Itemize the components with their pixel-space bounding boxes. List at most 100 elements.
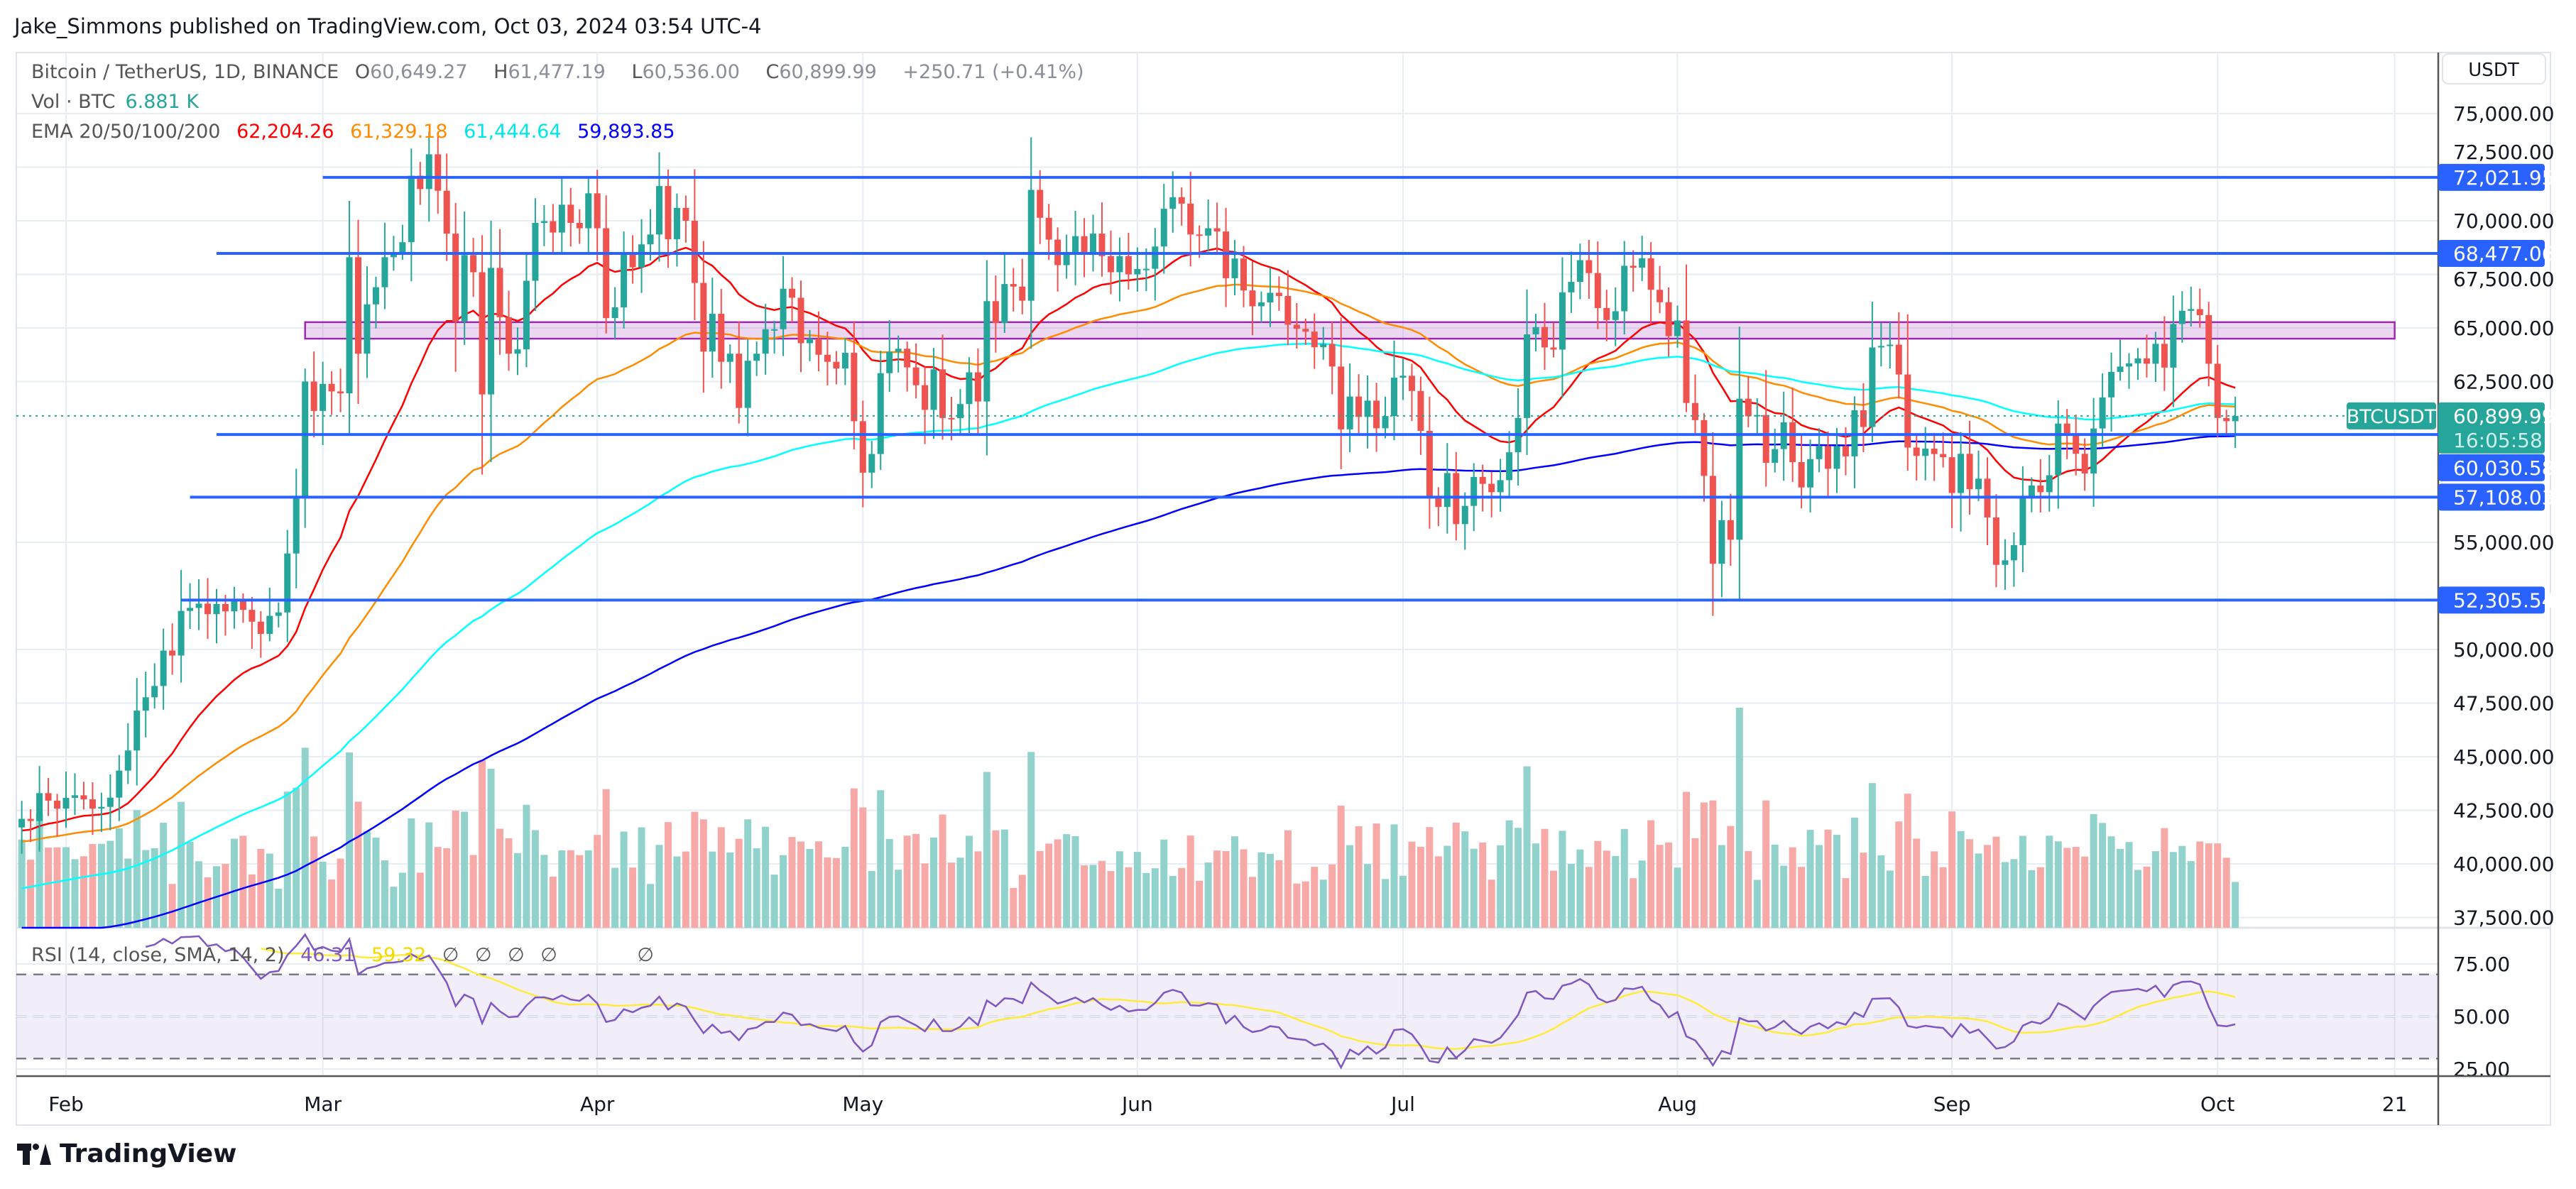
candle — [611, 287, 618, 339]
volume-bar — [1045, 843, 1053, 928]
volume-bar — [1266, 853, 1274, 928]
volume-bar — [168, 884, 176, 928]
volume-bar — [1382, 879, 1390, 928]
candle-body — [1860, 410, 1867, 427]
candle-body — [1346, 396, 1353, 429]
candle — [266, 587, 273, 642]
volume-bar — [337, 858, 344, 928]
candle — [1019, 258, 1026, 314]
volume-bar — [398, 872, 406, 928]
price-tick-label: 50,000.00 — [2453, 638, 2555, 662]
candle-body — [1541, 327, 1548, 348]
volume-bar — [673, 856, 681, 928]
candle-body — [1816, 446, 1823, 459]
candle — [1745, 376, 1752, 427]
candle — [1860, 383, 1867, 453]
candle-body — [1576, 260, 1583, 283]
candle-body — [1320, 344, 1327, 348]
volume-bar — [1957, 831, 1965, 928]
candle-body — [169, 650, 176, 656]
candle-body — [187, 608, 194, 611]
candle — [1975, 450, 1982, 501]
candle — [1169, 171, 1177, 233]
candle — [966, 357, 973, 433]
volume-bar — [540, 855, 548, 928]
volume-bar — [425, 822, 433, 928]
candle-body — [284, 553, 291, 613]
volume-bar — [744, 819, 752, 928]
candle-body — [833, 361, 840, 369]
volume-bar — [1816, 845, 1823, 928]
candle-body — [1187, 203, 1194, 235]
candle — [1506, 431, 1513, 497]
volume-bar — [1337, 805, 1345, 928]
candle-body — [1399, 376, 1407, 378]
volume-bar — [142, 850, 150, 928]
rsi-line — [145, 933, 2236, 1070]
candle-body — [1718, 520, 1725, 564]
candle-body — [470, 255, 477, 273]
candle — [1275, 276, 1282, 311]
candle — [1382, 396, 1389, 439]
candle-body — [771, 329, 778, 331]
candle-body — [2063, 423, 2070, 435]
volume-bar — [1319, 880, 1327, 928]
candle-body — [1940, 454, 1947, 458]
volume-bar — [549, 876, 557, 928]
volume-bar — [1151, 868, 1159, 928]
candle-body — [1992, 517, 1999, 565]
candle — [337, 368, 344, 412]
candle-body — [2214, 363, 2221, 418]
candle-body — [1497, 480, 1504, 493]
candle-body — [1391, 378, 1397, 417]
volume-bar — [1665, 842, 1673, 928]
candle-body — [532, 223, 539, 281]
candle — [1417, 376, 1424, 455]
candle-body — [355, 257, 362, 354]
candle-body — [1674, 320, 1681, 336]
volume-bar — [1904, 794, 1911, 928]
candle — [1550, 322, 1557, 358]
candle-body — [1010, 284, 1017, 287]
candle-body — [753, 354, 760, 361]
volume-bar — [390, 887, 398, 928]
candle-body — [222, 603, 229, 612]
price-level-label-bg — [2438, 163, 2545, 191]
candle — [54, 794, 61, 837]
candle — [912, 343, 919, 399]
candle-body — [2143, 358, 2150, 364]
candle-body — [1524, 334, 1531, 418]
volume-bar — [885, 838, 893, 928]
candle-body — [673, 207, 680, 239]
candle-body — [514, 349, 521, 354]
candle — [621, 231, 628, 329]
candle — [372, 276, 379, 329]
candle-body — [293, 498, 300, 554]
candle-body — [310, 381, 317, 411]
candle — [1559, 257, 1566, 398]
candle-body — [302, 381, 309, 499]
candle-body — [1807, 459, 1814, 488]
volume-bar — [647, 884, 655, 928]
candle — [249, 596, 256, 649]
tradingview-logo[interactable]: TradingView — [17, 1139, 236, 1168]
volume-bar — [1895, 821, 1903, 928]
volume-bar — [283, 791, 291, 928]
candle-body — [1072, 236, 1079, 253]
candle-body — [1745, 398, 1752, 417]
candle-body — [1470, 476, 1478, 506]
candle — [1205, 199, 1212, 252]
candle-body — [806, 339, 813, 344]
candle-body — [1966, 454, 1973, 490]
volume-bar — [1204, 862, 1212, 928]
candle — [45, 777, 52, 816]
candle — [1293, 302, 1300, 349]
currency-label: USDT — [2468, 60, 2519, 81]
volume-bar — [682, 851, 689, 928]
time-tick-label: 21 — [2382, 1092, 2408, 1116]
rsi-legend: RSI (14, close, SMA, 14, 2) 46.31 59.32 … — [31, 944, 664, 966]
candle — [851, 322, 858, 449]
candle — [974, 349, 981, 434]
volume-bar — [531, 830, 539, 928]
